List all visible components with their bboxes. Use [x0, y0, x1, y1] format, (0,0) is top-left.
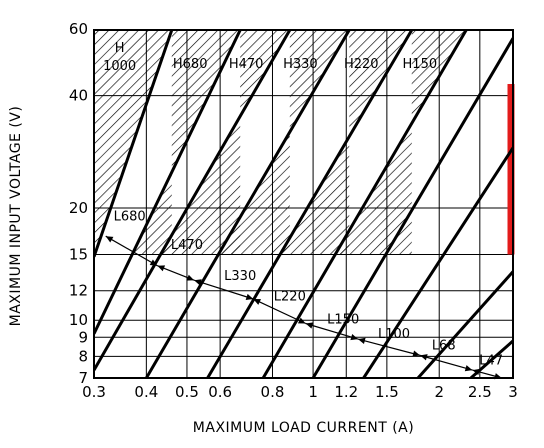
arrowhead	[305, 322, 314, 329]
x-tick-label: 0.3	[82, 383, 106, 401]
plot-frame	[93, 29, 514, 379]
x-tick-label: 0.8	[261, 383, 285, 401]
arrow-segment	[305, 322, 359, 340]
boundary-line	[94, 30, 174, 258]
boundary-line	[94, 30, 242, 335]
boundary-line	[416, 270, 513, 378]
arrowhead	[464, 365, 473, 372]
arrowhead	[105, 236, 114, 243]
y-tick-label: 12	[69, 282, 88, 300]
y-tick-label: 7	[78, 369, 88, 387]
region-label: H150	[403, 57, 438, 72]
arrowhead	[297, 317, 306, 324]
region-label: H	[115, 41, 125, 56]
boundary-line	[206, 30, 414, 378]
y-tick-label: 20	[69, 199, 88, 217]
chart-labels: H 1000 H680 H470 H330 H220 H150 L680 L470 L330 L22…	[103, 41, 503, 369]
inductor-label: L220	[274, 289, 306, 304]
arrowhead	[149, 259, 158, 266]
inductor-label: L330	[224, 269, 256, 284]
y-tick-label: 9	[78, 328, 88, 346]
arrow-segment	[357, 338, 421, 356]
x-tick-label: 2.5	[468, 383, 492, 401]
x-tick-label: 0.5	[175, 383, 199, 401]
x-tick-label: 3	[508, 383, 518, 401]
arrowhead	[186, 274, 195, 281]
arrowhead	[157, 265, 166, 272]
x-tick-label: 0.6	[208, 383, 232, 401]
arrowhead	[194, 279, 202, 286]
region-label: H330	[283, 57, 318, 72]
y-axis-title: MAXIMUM INPUT VOLTAGE (V)	[8, 106, 24, 327]
inductor-label: L68	[432, 338, 456, 353]
y-tick-label: 10	[69, 311, 88, 329]
region-label: H680	[173, 57, 208, 72]
y-tick-label: 15	[69, 246, 88, 264]
inductor-label: L47	[479, 354, 503, 369]
boundary-line	[145, 30, 351, 378]
x-axis-title: MAXIMUM LOAD CURRENT (A)	[193, 420, 414, 436]
inductor-label: L470	[171, 238, 203, 253]
arrowhead	[350, 334, 359, 341]
boundary-line	[311, 37, 513, 378]
arrow-segment	[253, 298, 306, 325]
x-tick-label: 0.4	[134, 383, 158, 401]
region-label: 1000	[103, 59, 136, 74]
inductor-label: L150	[327, 312, 359, 327]
arrow-segment	[105, 235, 158, 267]
inductor-label: L100	[378, 327, 410, 342]
inductor-label: L680	[114, 210, 146, 225]
boundary-line	[362, 146, 513, 378]
arrow-segment	[419, 354, 473, 371]
y-tick-label: 60	[69, 20, 88, 38]
y-tick-label: 40	[69, 87, 88, 105]
arrowhead	[358, 337, 366, 344]
x-tick-label: 1.2	[334, 383, 358, 401]
x-tick-label: 1	[308, 383, 318, 401]
arrowhead	[420, 354, 428, 361]
arrowhead	[245, 293, 254, 300]
x-tick-label: 1.5	[375, 383, 399, 401]
arrow-chain	[105, 235, 502, 380]
x-tick-label: 2	[434, 383, 444, 401]
arrowhead	[412, 350, 421, 357]
y-tick-label: 8	[78, 347, 88, 365]
arrow-segment	[193, 279, 254, 300]
arrowhead	[253, 299, 262, 305]
boundary-line	[94, 30, 292, 371]
region-label: H470	[229, 57, 264, 72]
arrowhead	[472, 368, 480, 376]
region-label: H220	[344, 57, 379, 72]
